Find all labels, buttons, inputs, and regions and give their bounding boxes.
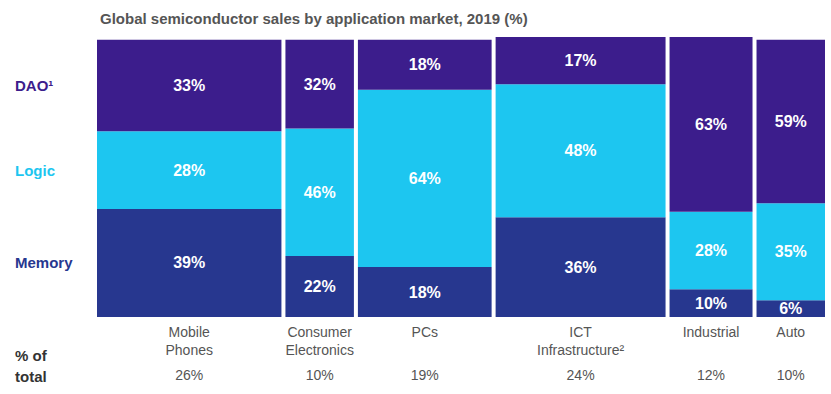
svg-text:19%: 19% (411, 367, 439, 383)
svg-text:Industrial: Industrial (683, 324, 740, 340)
svg-text:36%: 36% (565, 259, 597, 276)
svg-text:ICT: ICT (569, 324, 592, 340)
svg-text:59%: 59% (775, 113, 807, 130)
svg-text:DAO¹: DAO¹ (15, 77, 53, 94)
svg-text:48%: 48% (565, 142, 597, 159)
svg-text:33%: 33% (173, 77, 205, 94)
svg-text:Global semiconductor sales by: Global semiconductor sales by applicatio… (100, 10, 528, 27)
svg-text:63%: 63% (695, 116, 727, 133)
svg-text:6%: 6% (779, 300, 802, 317)
svg-text:total: total (15, 368, 47, 385)
svg-text:26%: 26% (175, 367, 203, 383)
svg-text:28%: 28% (173, 162, 205, 179)
svg-text:35%: 35% (775, 243, 807, 260)
svg-text:10%: 10% (695, 295, 727, 312)
svg-text:Auto: Auto (776, 324, 805, 340)
svg-text:Electronics: Electronics (285, 342, 353, 358)
svg-text:64%: 64% (409, 170, 441, 187)
svg-text:24%: 24% (567, 367, 595, 383)
svg-text:32%: 32% (304, 76, 336, 93)
svg-text:Infrastructure²: Infrastructure² (537, 342, 624, 358)
svg-text:17%: 17% (565, 52, 597, 69)
svg-text:10%: 10% (777, 367, 805, 383)
svg-text:Phones: Phones (165, 342, 212, 358)
svg-text:28%: 28% (695, 242, 727, 259)
svg-text:22%: 22% (304, 278, 336, 295)
svg-text:Logic: Logic (15, 162, 55, 179)
svg-text:18%: 18% (409, 56, 441, 73)
svg-text:Memory: Memory (15, 254, 73, 271)
svg-text:12%: 12% (697, 367, 725, 383)
svg-text:Mobile: Mobile (169, 324, 210, 340)
svg-text:46%: 46% (304, 184, 336, 201)
svg-text:10%: 10% (306, 367, 334, 383)
svg-text:39%: 39% (173, 254, 205, 271)
svg-text:PCs: PCs (412, 324, 438, 340)
svg-text:Consumer: Consumer (287, 324, 352, 340)
svg-text:% of: % of (15, 347, 48, 364)
svg-text:18%: 18% (409, 284, 441, 301)
